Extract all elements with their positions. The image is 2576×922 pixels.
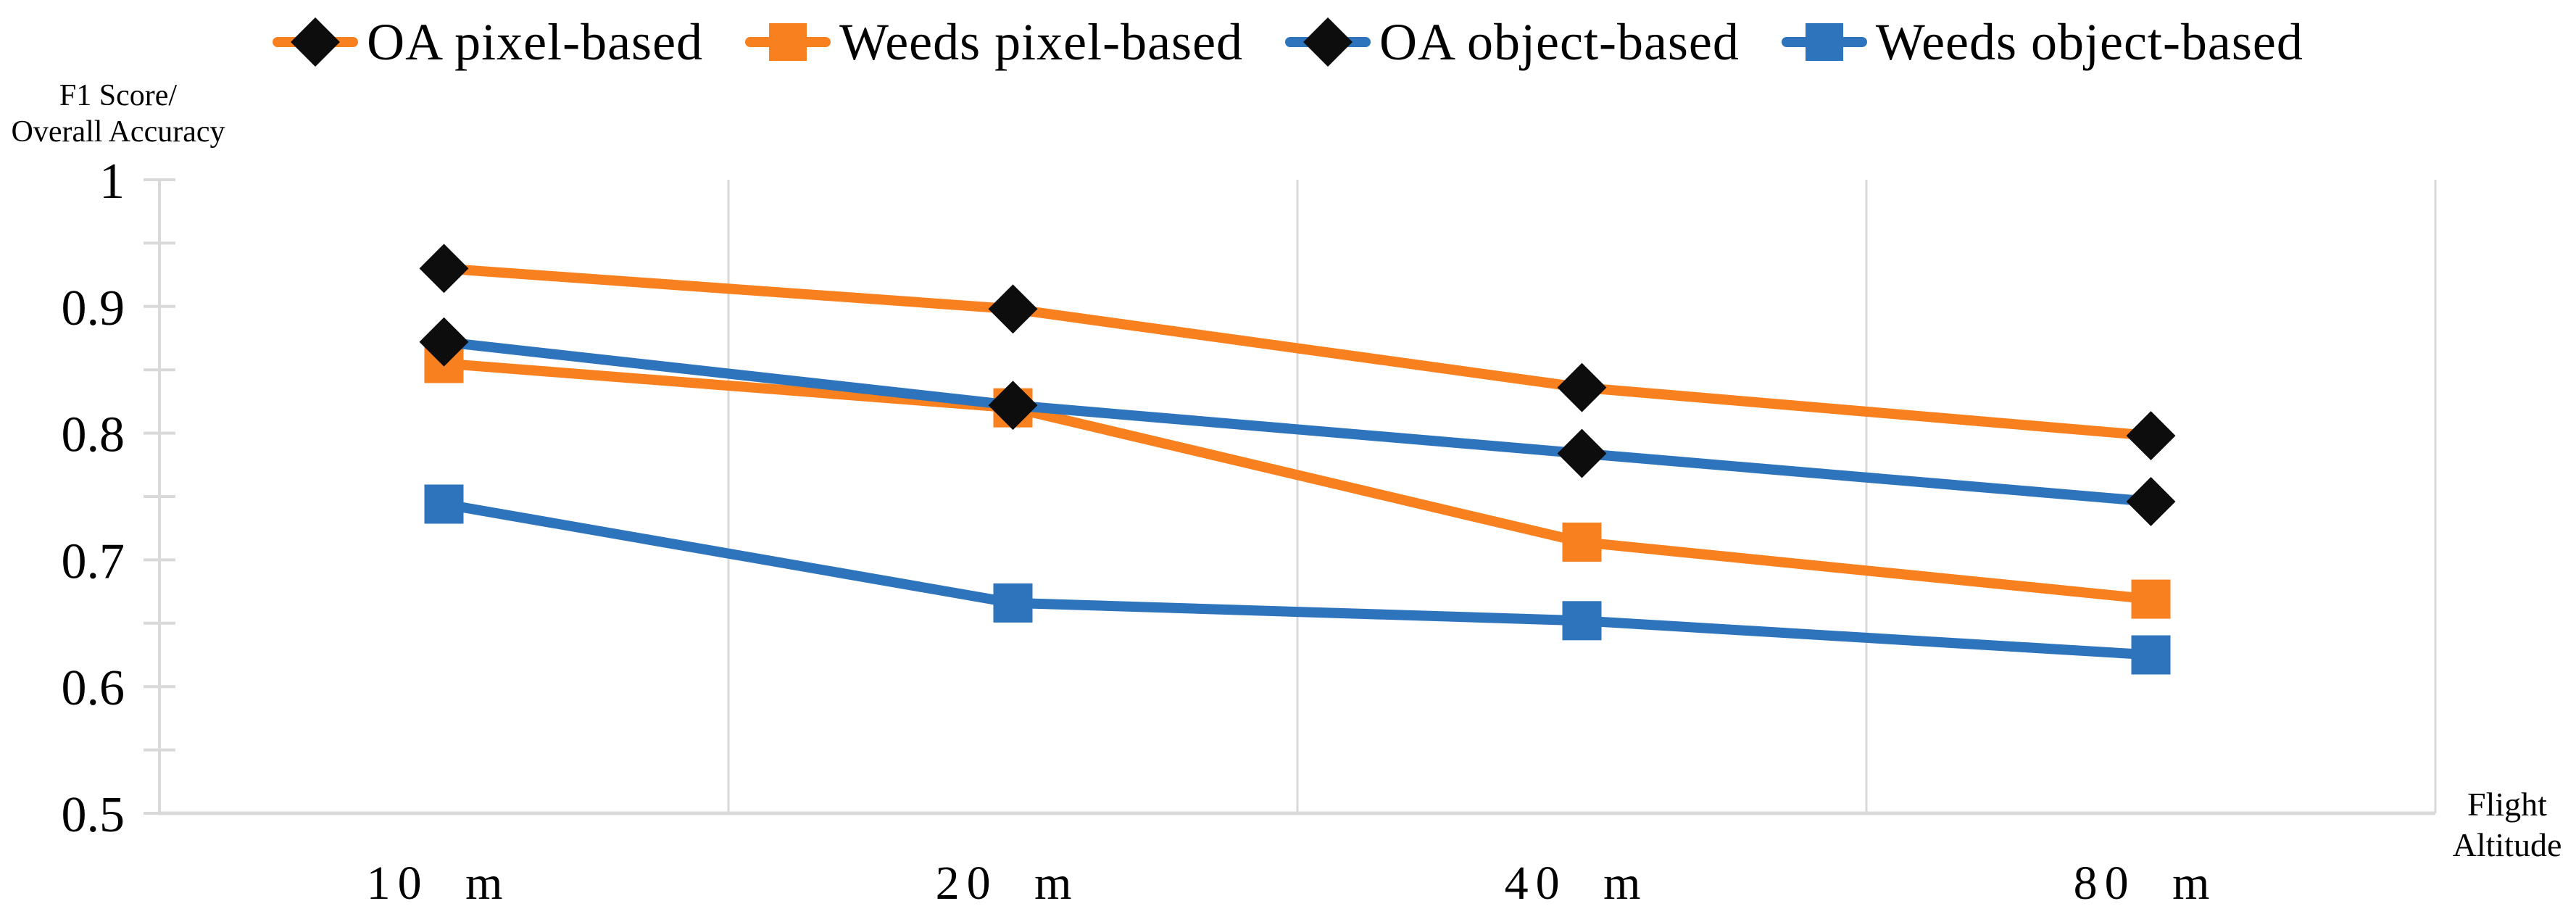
x-tick-label: 40 m [1505,857,1648,910]
legend-line-square-marker-icon [1781,14,1867,70]
x-tick-label: 10 m [367,857,510,910]
diamond-marker-icon [1557,362,1607,412]
legend-label: Weeds pixel-based [839,13,1244,71]
square-marker-icon [1562,601,1602,641]
square-marker-icon [2131,635,2171,675]
legend-item-weeds-object-based: Weeds object-based [1781,13,2303,71]
series-line-oa-object-based [443,336,2152,507]
diamond-marker-icon [988,381,1038,431]
diamond-marker-icon [2126,477,2176,526]
legend-item-oa-object-based: OA object-based [1285,14,1740,70]
y-axis-ticks [144,178,175,815]
legend-item-oa-pixel-based: OA pixel-based [273,14,703,70]
series-weeds-pixel-based [424,344,2171,619]
legend-item-weeds-pixel-based: Weeds pixel-based [745,14,1243,70]
y-tick-label: 0.9 [62,281,125,336]
series-oa-pixel-based [419,244,2176,461]
legend-line-diamond-marker-icon [273,14,359,70]
legend-label: OA pixel-based [367,13,704,71]
square-marker-icon [1805,23,1843,61]
square-marker-icon [769,23,807,61]
series-line-weeds-object-based [443,499,2151,660]
x-tick-label: 20 m [936,857,1079,910]
diamond-marker-icon [2126,411,2176,461]
x-axis-category-labels: 10 m 20 m 40 m 80 m [367,857,2217,910]
diamond-marker-icon [419,317,469,367]
legend-label: OA object-based [1379,13,1740,71]
y-tick-label: 0.7 [62,533,125,589]
series-oa-object-based [419,317,2176,526]
legend-line-square-marker-icon [745,14,831,70]
square-marker-icon [424,484,464,524]
diamond-marker-icon [419,244,469,294]
y-axis-title-line1: F1 Score/ [59,79,178,112]
square-marker-icon [1562,522,1602,562]
series-line-oa-pixel-based [444,263,2152,441]
series-weeds-object-based [424,484,2171,675]
diamond-marker-icon [988,284,1038,334]
x-axis-title-line1: Flight [2467,786,2547,823]
chart-legend: OA pixel-based Weeds pixel-based OA obje… [0,7,2576,77]
y-tick-label: 1 [99,154,125,209]
x-axis-title-line2: Altitude [2452,826,2562,864]
y-tick-label: 0.5 [62,787,125,843]
diamond-marker-icon [1557,428,1607,478]
series-line-weeds-pixel-based [443,358,2152,605]
x-tick-label: 80 m [2074,857,2217,910]
y-tick-label: 0.8 [62,407,125,463]
y-tick-label: 0.6 [62,660,125,716]
x-axis-title: Flight Altitude [2441,784,2573,865]
legend-label: Weeds object-based [1875,13,2303,71]
square-marker-icon [2131,579,2171,619]
y-axis-tick-labels: 1 0.9 0.8 0.7 0.6 0.5 [62,154,125,843]
y-axis-title-line2: Overall Accuracy [11,115,225,149]
y-axis-title: F1 Score/ Overall Accuracy [6,78,230,150]
legend-line-diamond-marker-icon [1285,14,1371,70]
vertical-gridlines [727,180,2437,813]
square-marker-icon [993,583,1033,623]
